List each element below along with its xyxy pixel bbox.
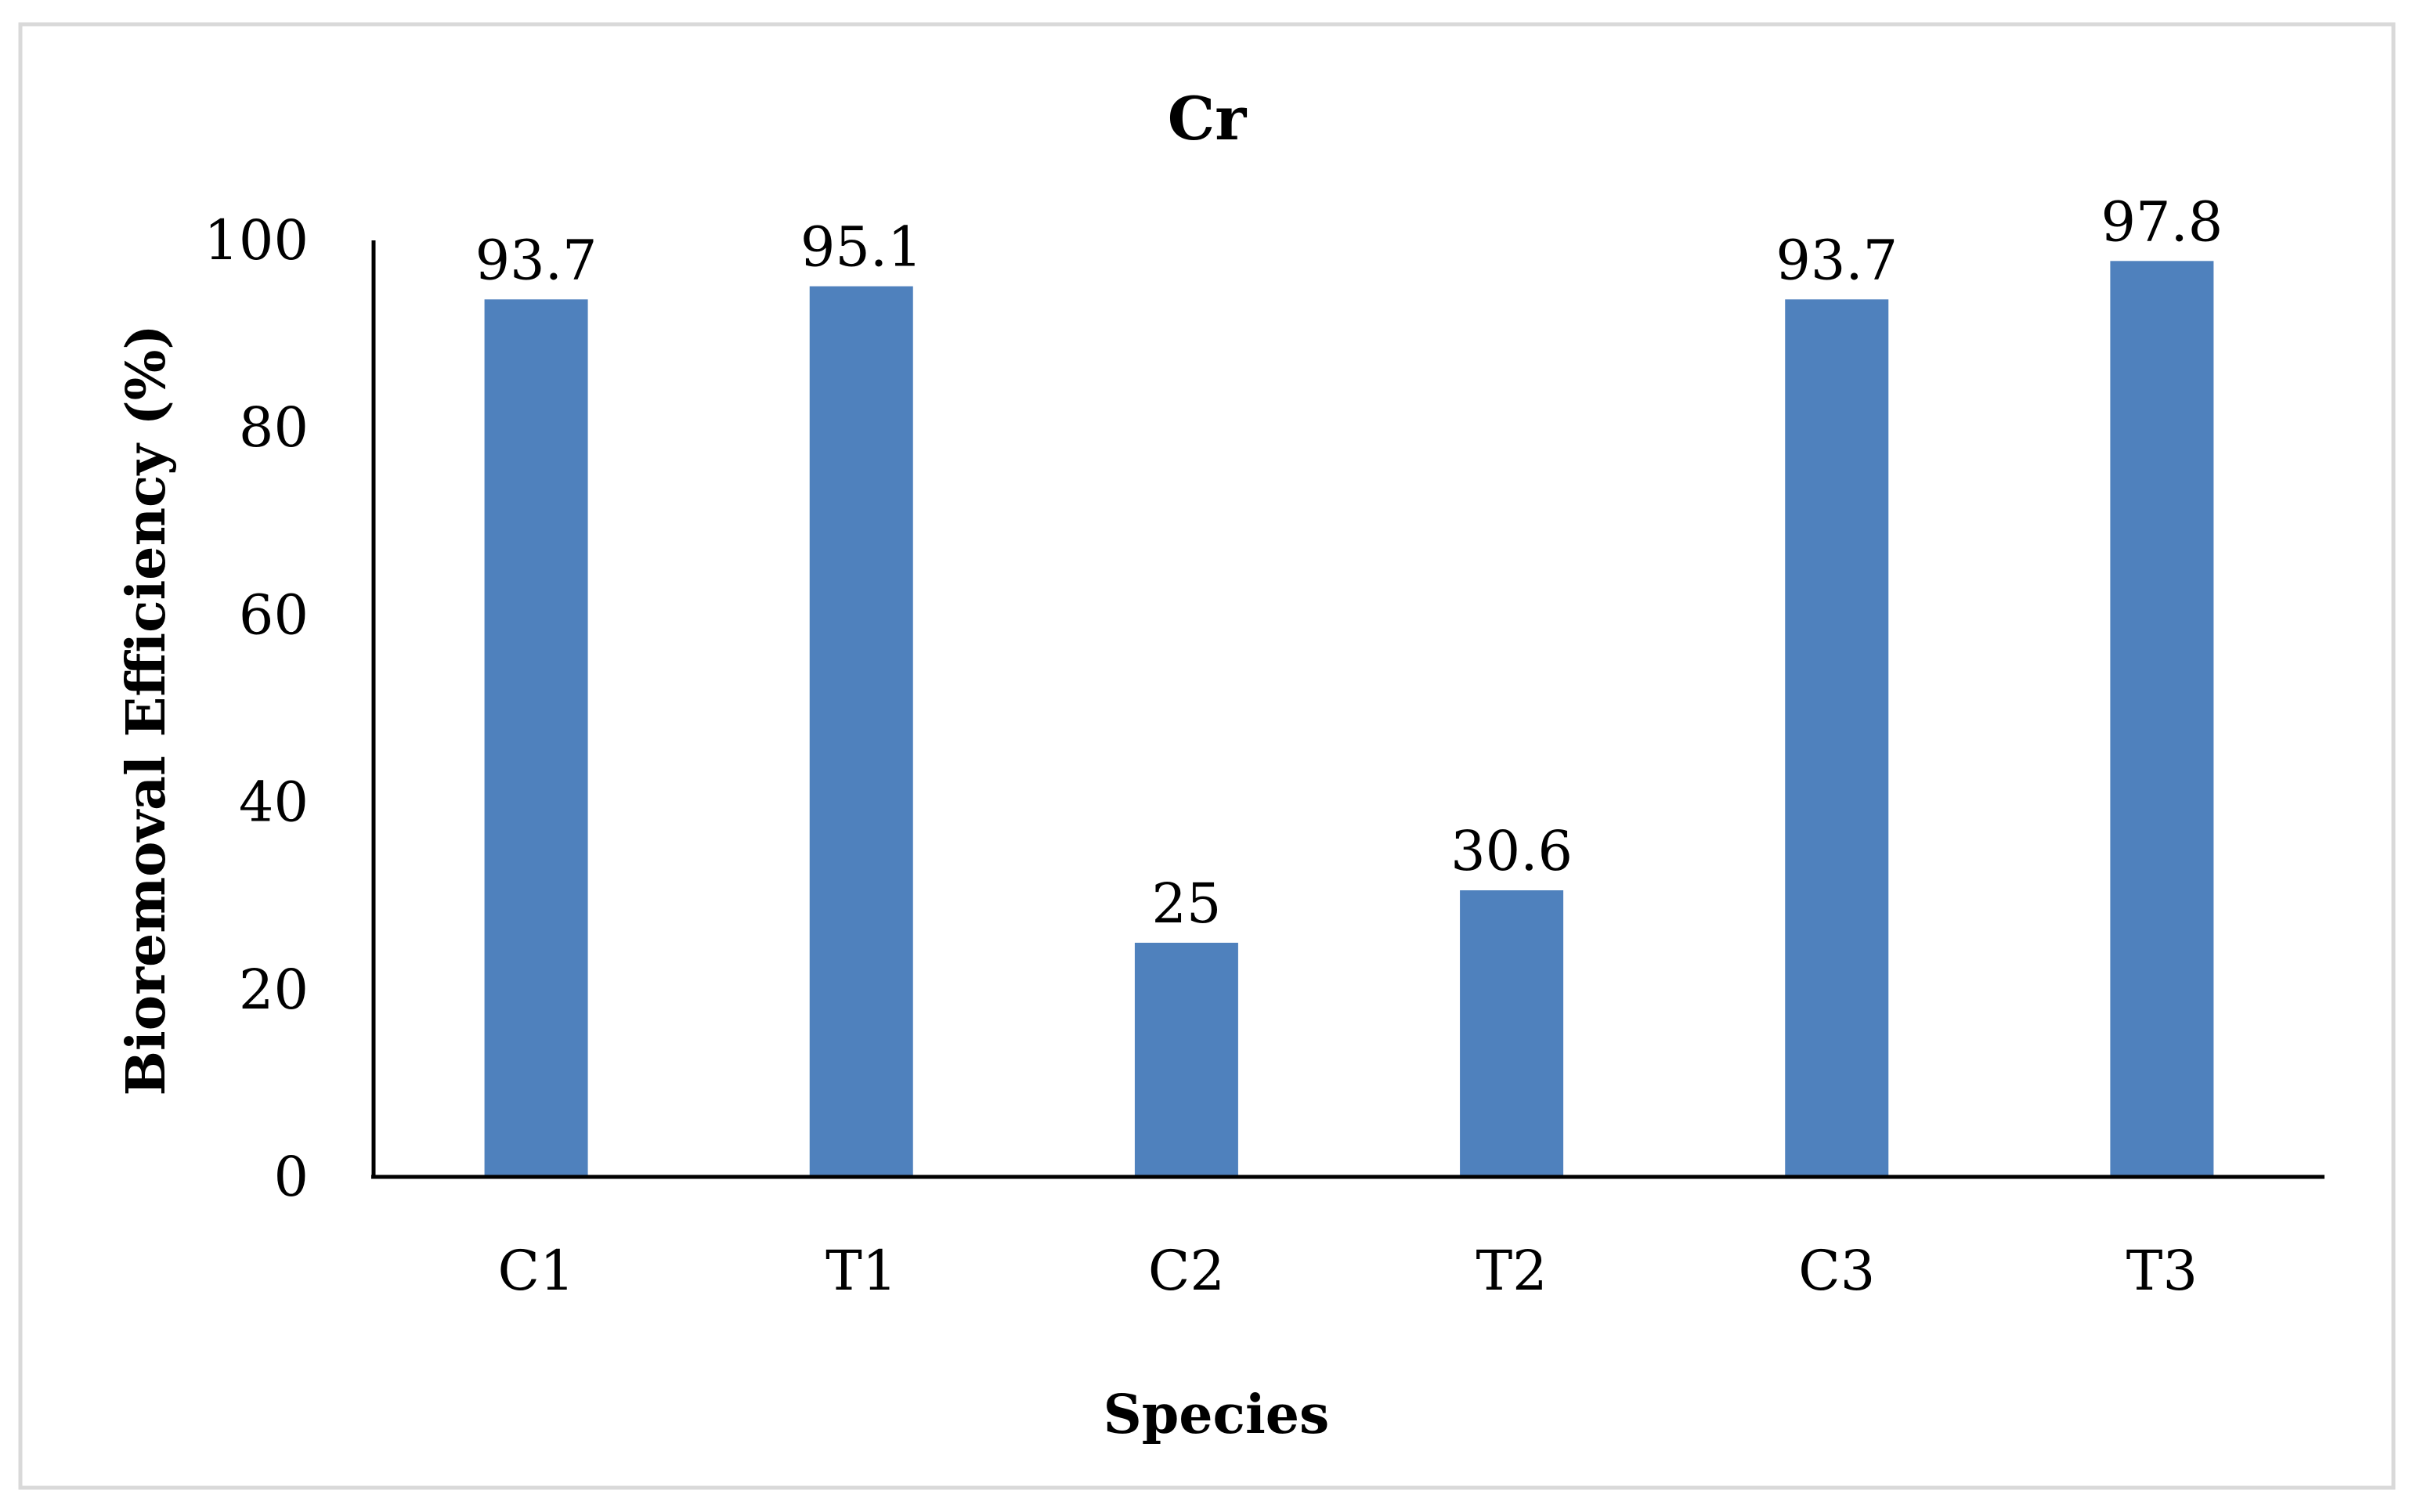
y-axis-title: Bioremoval Efficiency (%) — [115, 324, 178, 1095]
y-tick-label: 100 — [204, 208, 309, 272]
bar-c2 — [1134, 943, 1238, 1177]
bar-t2 — [1460, 890, 1564, 1177]
y-tick-label: 40 — [239, 770, 309, 835]
x-tick-labels: C1 T1 C2 T2 C3 T3 — [498, 1239, 2198, 1303]
data-label: 30.6 — [1450, 819, 1573, 883]
bar-c3 — [1785, 299, 1889, 1177]
bar-t1 — [809, 286, 913, 1177]
data-label: 93.7 — [475, 228, 598, 292]
x-tick-label: C2 — [1148, 1239, 1225, 1303]
data-labels: 93.7 95.1 25 30.6 93.7 97.8 — [475, 189, 2223, 936]
bar-c1 — [484, 299, 588, 1177]
data-label: 25 — [1151, 871, 1221, 936]
y-tick-label: 20 — [239, 958, 309, 1022]
chart-title: Cr — [1168, 84, 1247, 153]
x-tick-label: T3 — [2126, 1239, 2198, 1303]
bars-group — [484, 261, 2214, 1177]
y-tick-label: 60 — [239, 583, 309, 647]
x-tick-label: C3 — [1798, 1239, 1875, 1303]
x-tick-label: C1 — [498, 1239, 575, 1303]
y-tick-label: 0 — [273, 1145, 309, 1209]
y-tick-labels: 0 20 40 60 80 100 — [204, 208, 309, 1209]
data-label: 93.7 — [1775, 228, 1898, 292]
y-tick-label: 80 — [239, 395, 309, 460]
bar-t3 — [2110, 261, 2214, 1177]
x-axis-title: Species — [1104, 1384, 1330, 1446]
data-label: 97.8 — [2101, 189, 2223, 254]
x-tick-label: T1 — [825, 1239, 897, 1303]
chart-frame — [18, 22, 2396, 1490]
data-label: 95.1 — [800, 215, 923, 280]
x-tick-label: T2 — [1476, 1239, 1547, 1303]
